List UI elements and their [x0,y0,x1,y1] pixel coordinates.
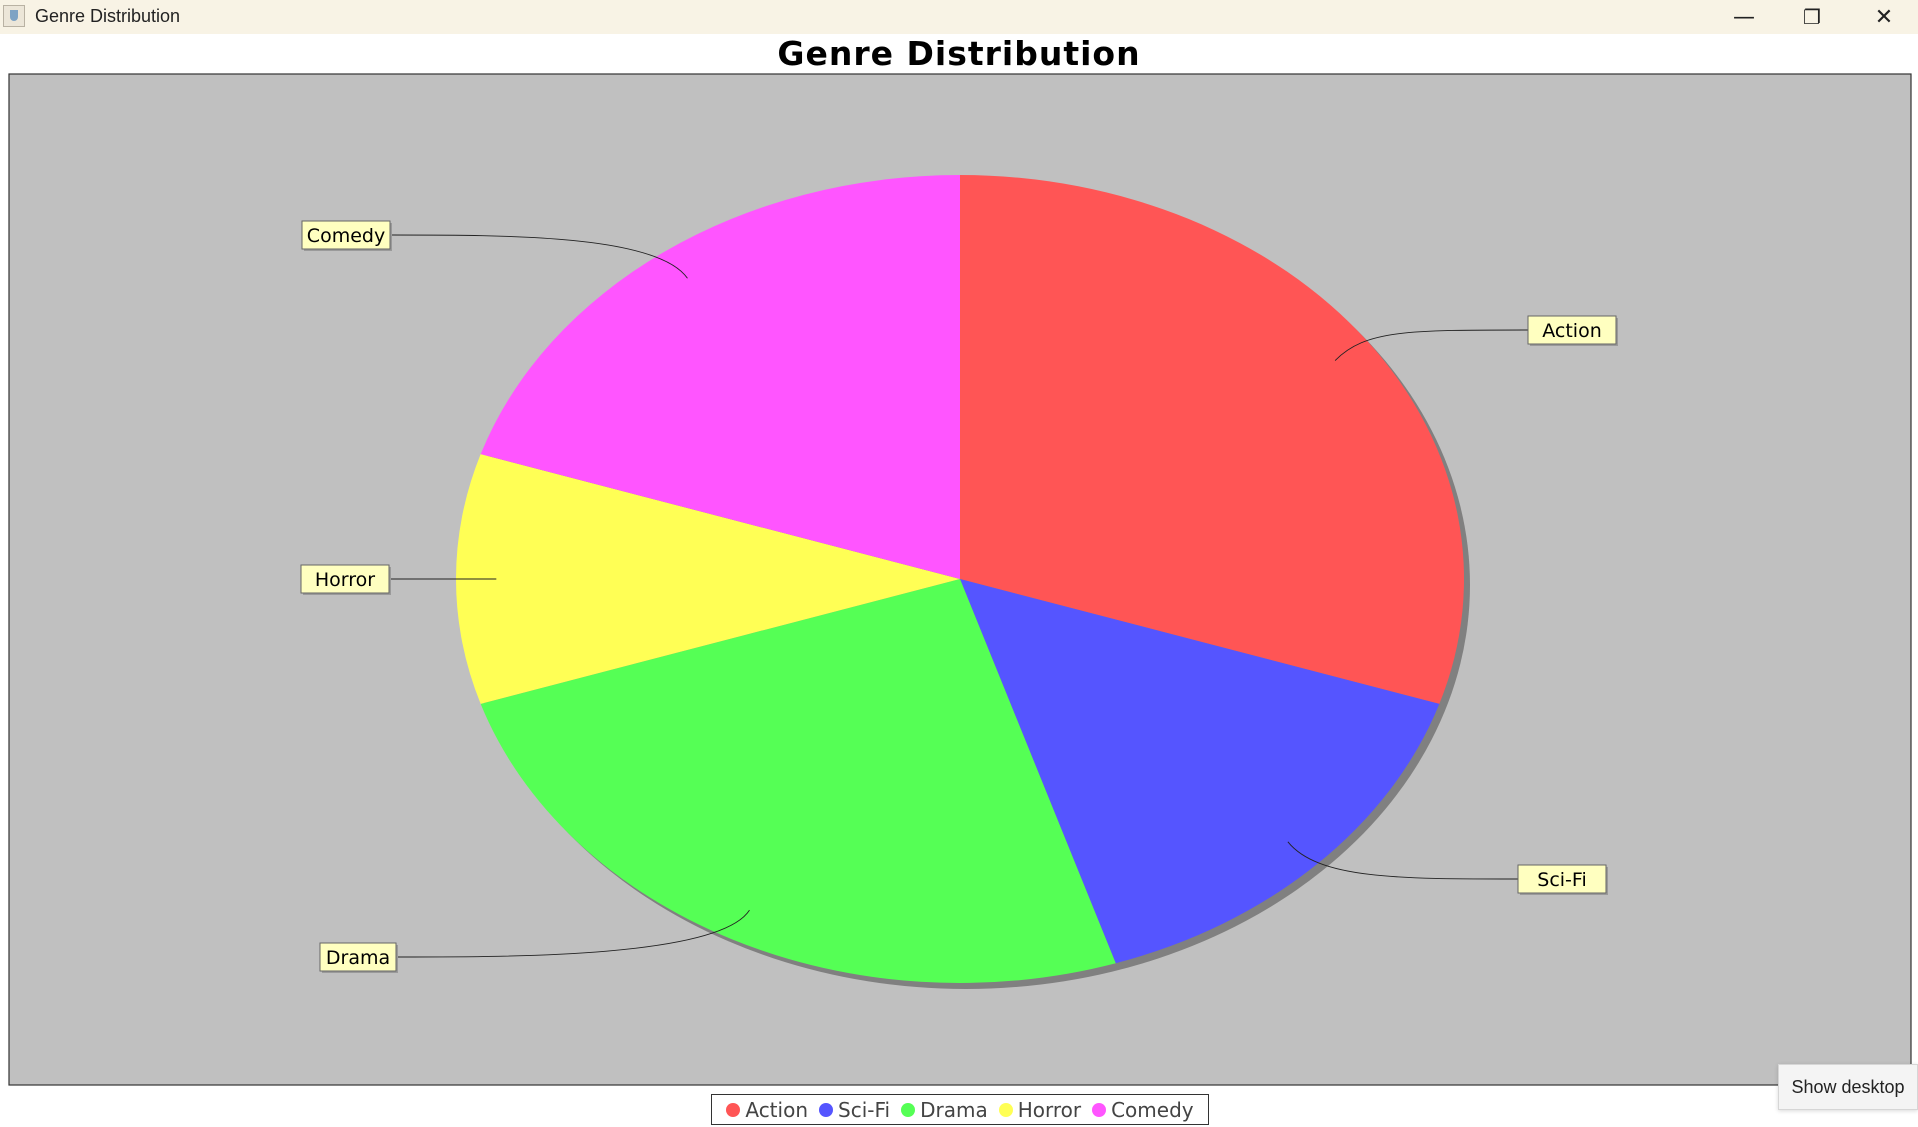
legend-swatch-comedy [1092,1102,1107,1117]
window-titlebar[interactable]: Genre Distribution — ❐ ✕ [0,0,1918,34]
leader-line-drama [395,909,750,958]
pie-slice-drama[interactable] [480,579,1116,983]
pie-slice-action[interactable] [960,174,1465,704]
chart-title: Genre Distribution [777,34,1141,73]
pie-slice-comedy[interactable] [480,175,960,579]
slice-label-box-sci-fi [1517,864,1607,894]
legend-item-drama: Drama [901,1098,988,1122]
slice-label-sci-fi: Sci-Fi [1537,869,1586,891]
restore-button[interactable]: ❐ [1803,5,1821,29]
slice-label-drama: Drama [326,947,390,969]
slice-label-action: Action [1542,320,1602,342]
close-button[interactable]: ✕ [1874,4,1894,30]
label-leader-lines [389,234,1529,958]
java-cup-icon [3,5,25,27]
legend-swatch-action [726,1102,741,1117]
leader-line-comedy [389,234,688,279]
legend-item-sci-fi: Sci-Fi [819,1098,890,1122]
show-desktop-tooltip: Show desktop [1778,1064,1918,1110]
slice-label-comedy: Comedy [307,225,385,247]
minimize-button[interactable]: — [1733,4,1755,30]
legend-item-action: Action [726,1098,808,1122]
legend-label-horror: Horror [1017,1097,1082,1122]
legend-label-sci-fi: Sci-Fi [838,1097,891,1122]
leader-line-action [1334,329,1529,361]
legend-item-comedy: Comedy [1092,1098,1194,1122]
pie-slice-sci-fi[interactable] [960,579,1440,964]
leader-line-sci-fi [1287,841,1519,880]
slice-label-box-drama [319,942,397,972]
slice-label-horror: Horror [315,569,375,591]
legend-swatch-drama [901,1102,916,1117]
chart-legend: Action Sci-Fi Drama Horror Comedy [711,1094,1209,1125]
legend-swatch-horror [998,1102,1013,1117]
slice-label-box-horror [300,564,390,594]
slice-labels: Action Sci-Fi Drama Horror Comedy [300,220,1618,973]
slice-label-box-comedy [301,220,391,250]
legend-swatch-sci-fi [819,1102,833,1117]
pie-slice-horror[interactable] [456,454,960,704]
legend-label-action: Action [745,1097,808,1122]
slice-label-box-action [1527,315,1617,345]
pie-slices [456,174,1465,983]
legend-item-horror: Horror [998,1097,1082,1122]
legend-label-comedy: Comedy [1111,1097,1194,1122]
window-title: Genre Distribution [35,6,181,26]
legend-label-drama: Drama [920,1097,988,1122]
